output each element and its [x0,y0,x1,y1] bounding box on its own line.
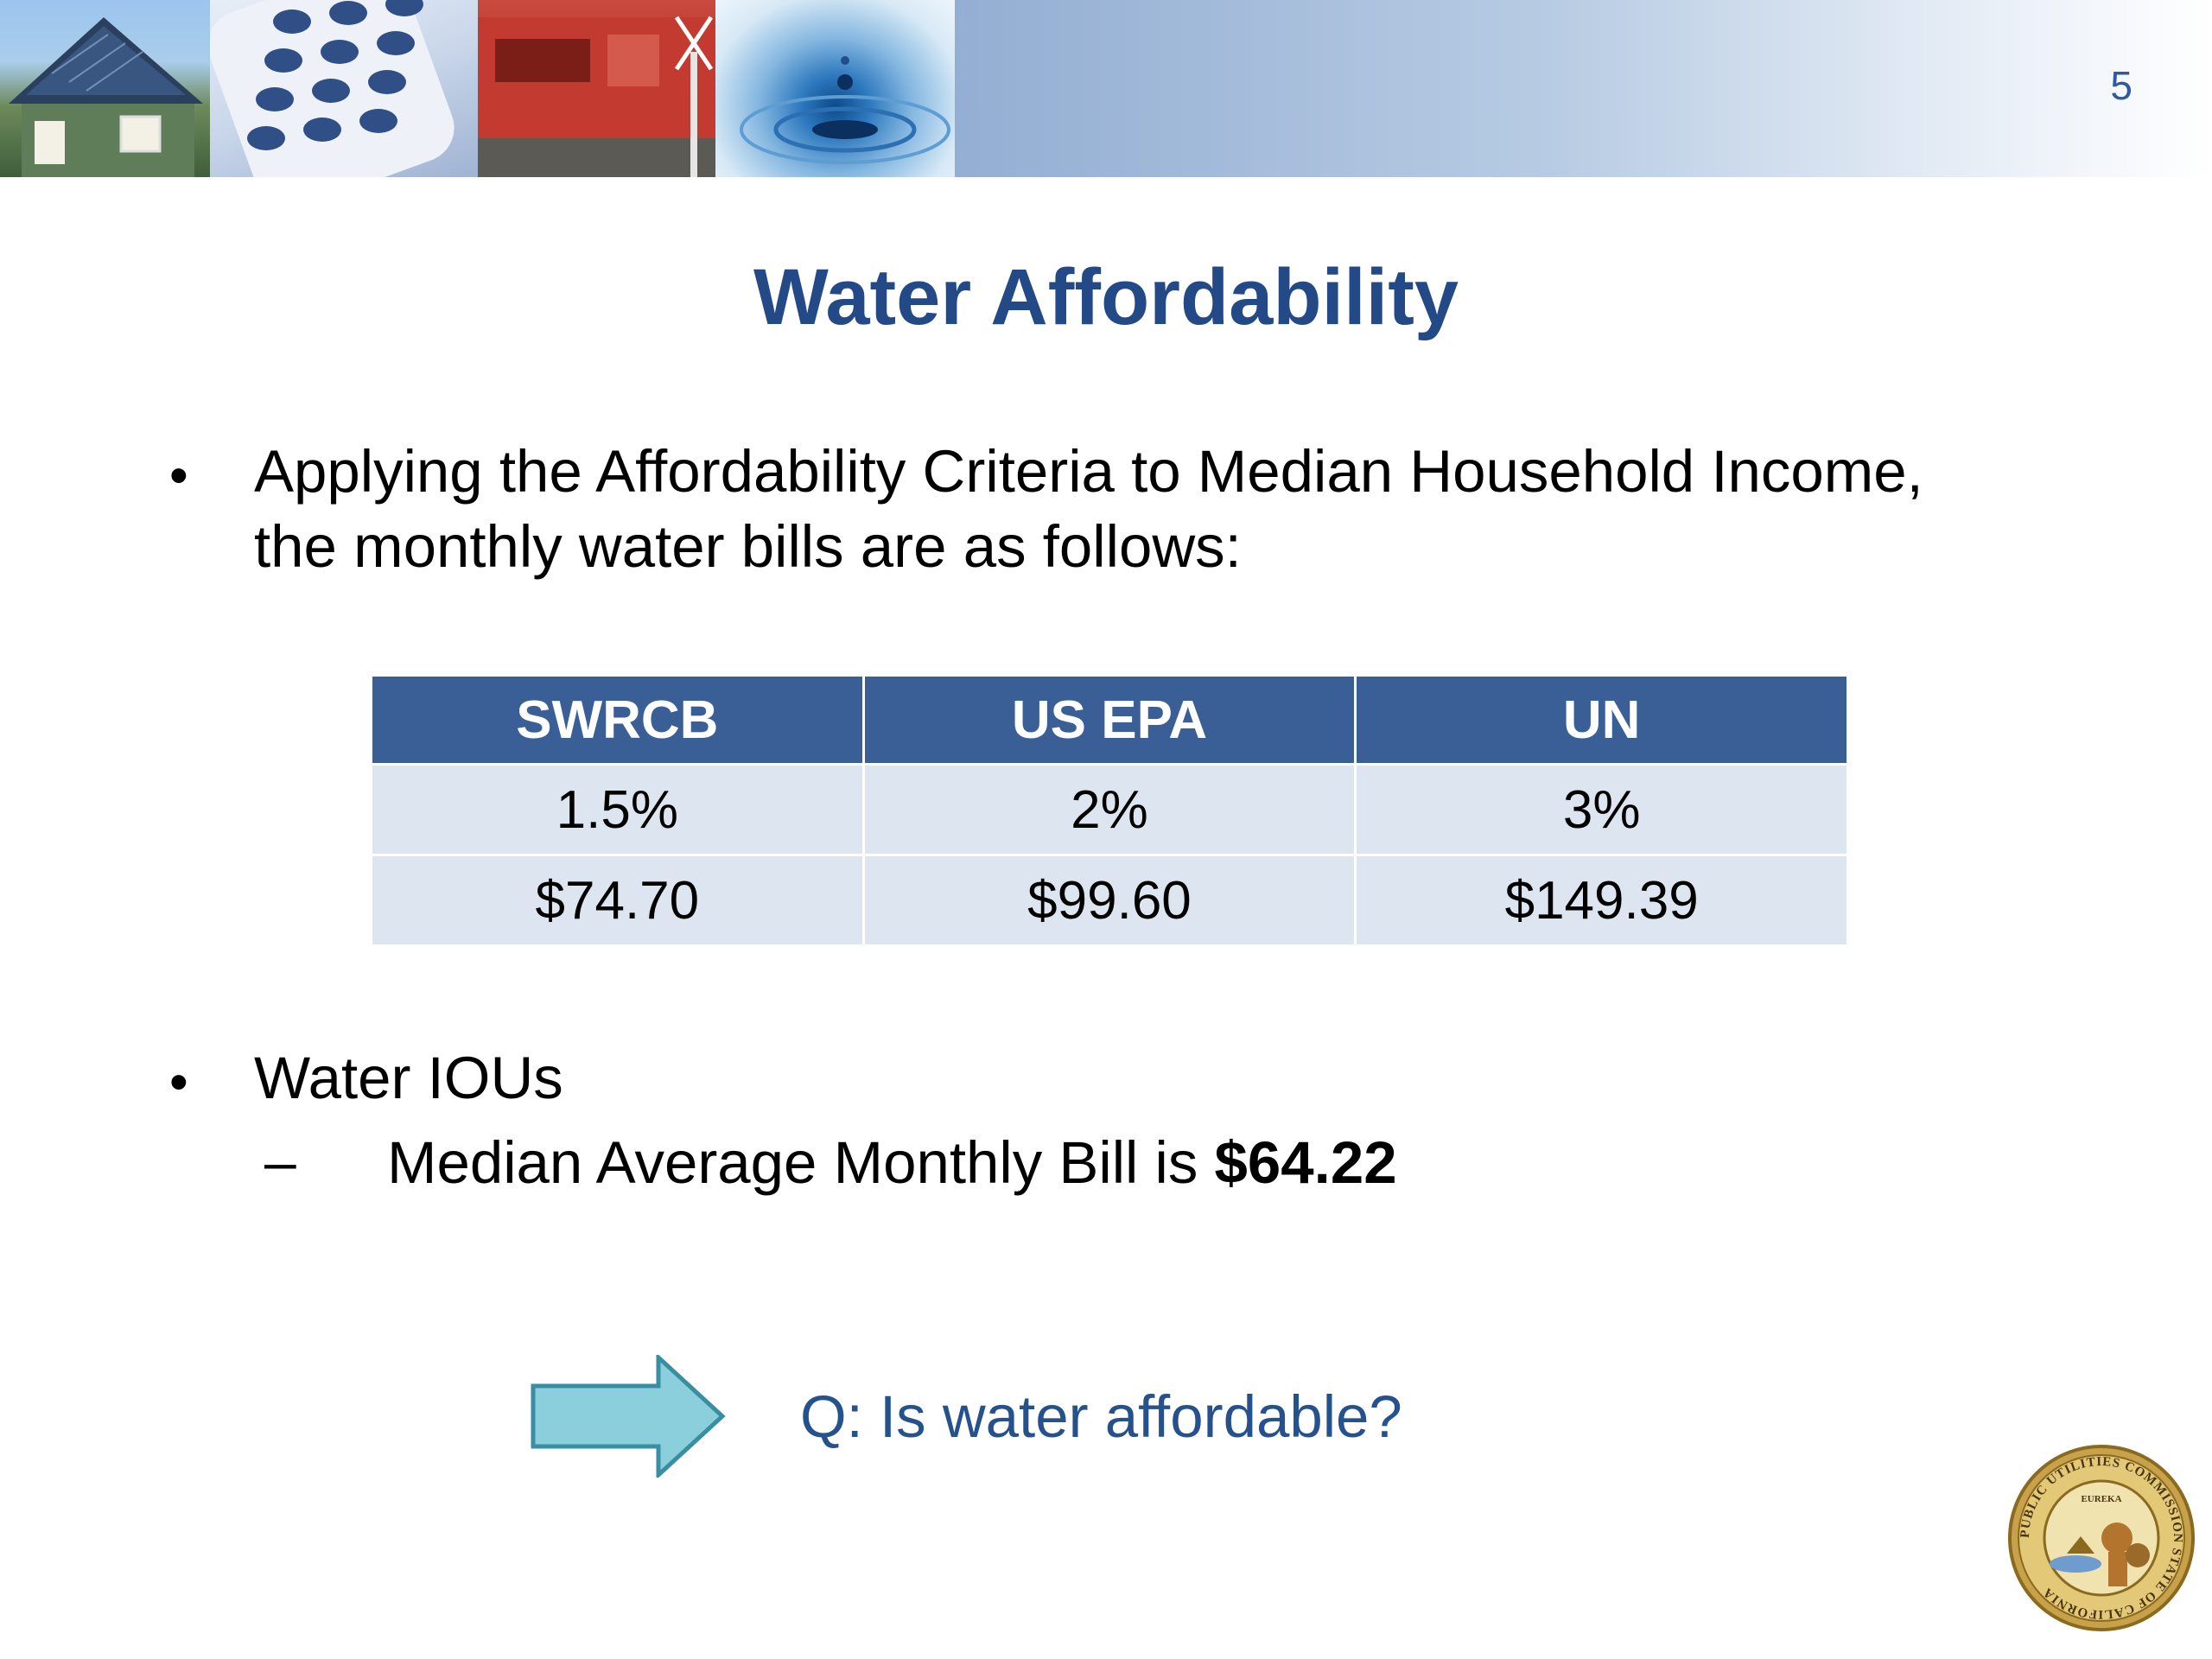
table-header-cell: SWRCB [370,674,865,766]
bullet-1-line-2: the monthly water bills are as follows: [254,513,1242,580]
page-number: 5 [2110,63,2133,108]
table-cell: $149.39 [1354,854,1849,947]
bullet-2-text: Water IOUs [254,1045,563,1111]
table-cell: 3% [1354,763,1849,856]
sub-bullet-dash: – [264,1129,296,1193]
table-header-cell: UN [1354,674,1849,766]
cpuc-seal-icon: PUBLIC UTILITIES COMMISSION STATE OF CAL… [2008,1445,2195,1631]
header-banner: 5 [0,0,2212,177]
bullet-dot: • [169,1052,188,1112]
right-arrow-icon [531,1355,726,1478]
median-bill-value: $64.22 [1214,1129,1397,1196]
sub-bullet-prefix: Median Average Monthly Bill is [387,1129,1215,1196]
table-cell: $74.70 [370,854,865,947]
bullet-1-text: Applying the Affordability Criteria to M… [254,434,2069,584]
water-drop-photo [715,0,955,177]
table-row: 1.5% 2% 3% [370,763,1849,856]
sub-bullet-text: Median Average Monthly Bill is $64.22 [387,1128,1397,1197]
table-cell: $99.60 [861,854,1357,947]
table-header-cell: US EPA [861,674,1357,766]
table-cell: 2% [861,763,1357,856]
question-text: Q: Is water affordable? [800,1383,1402,1450]
bullet-1-line-1: Applying the Affordability Criteria to M… [254,438,1923,505]
slide-title: Water Affordability [753,253,1459,341]
affordability-table: SWRCB US EPA UN 1.5% 2% 3% $74.70 $99.60… [370,674,1849,947]
train-photo [478,0,715,177]
bullet-dot: • [169,446,188,505]
solar-house-photo [0,0,210,177]
phone-keypad-photo [210,0,478,177]
table-row: $74.70 $99.60 $149.39 [370,854,1849,947]
seal-motto: EUREKA [2081,1494,2121,1504]
table-header-row: SWRCB US EPA UN [370,674,1849,766]
table-cell: 1.5% [370,763,865,856]
